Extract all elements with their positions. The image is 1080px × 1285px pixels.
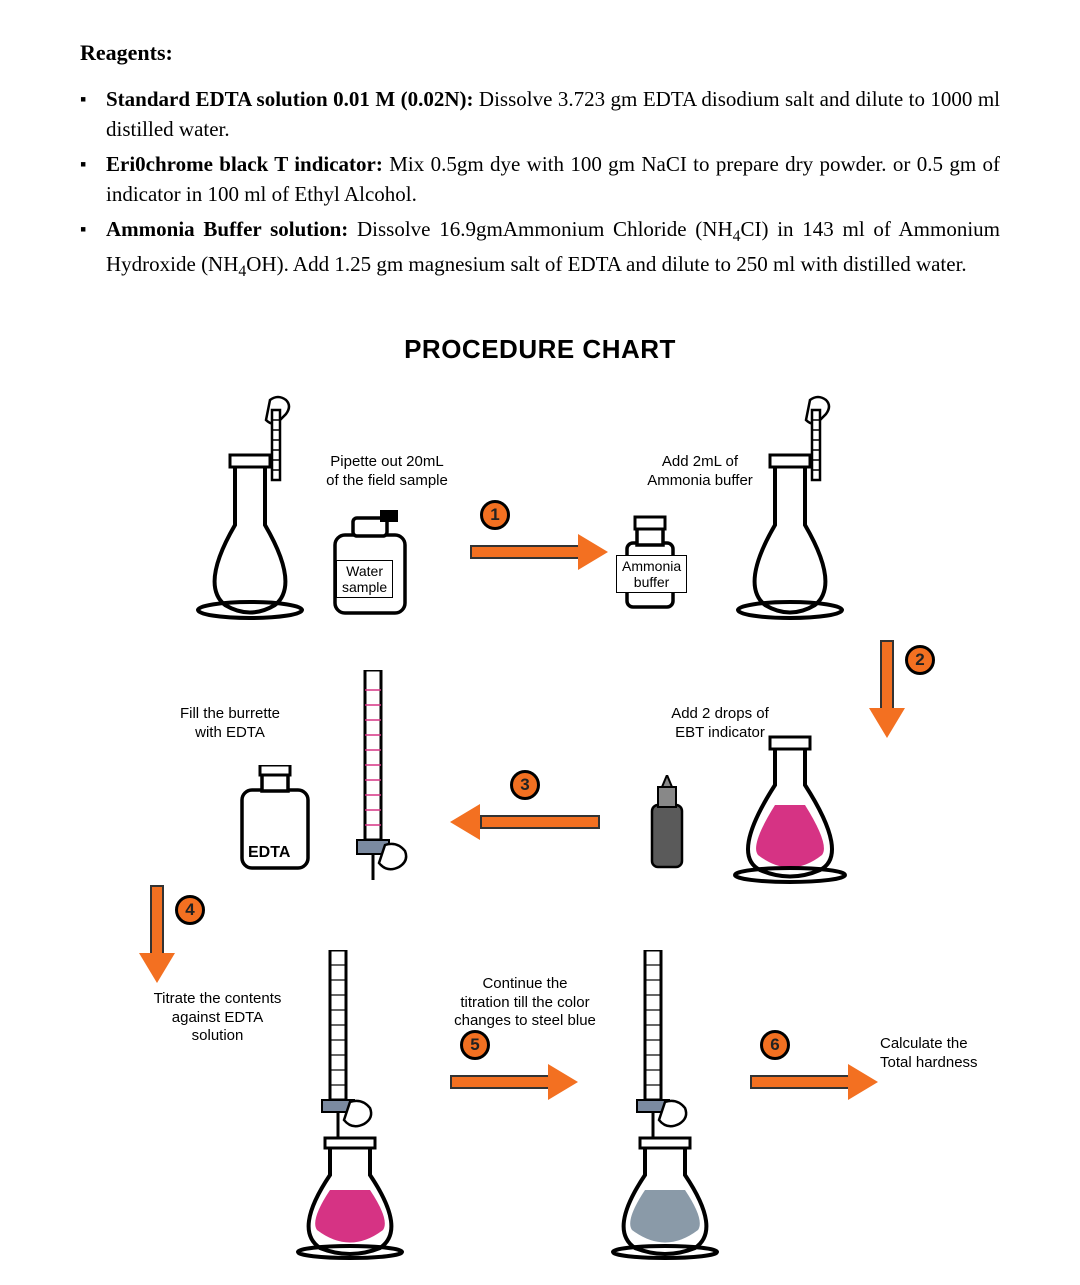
step3-label: Fill the burrettewith EDTA bbox=[160, 705, 300, 743]
flask-pipette-icon bbox=[170, 395, 330, 625]
step-badge-1: 1 bbox=[480, 500, 510, 530]
titration-pink-icon bbox=[275, 950, 425, 1260]
step5-label: Continue thetitration till the colorchan… bbox=[435, 975, 615, 1031]
step-badge-5: 5 bbox=[460, 1030, 490, 1060]
step4-label: Titrate the contentsagainst EDTAsolution bbox=[140, 990, 295, 1046]
reagents-heading: Reagents: bbox=[80, 40, 1000, 66]
step-badge-6: 6 bbox=[760, 1030, 790, 1060]
burette-icon bbox=[335, 670, 425, 900]
water-sample-label: Watersample bbox=[336, 560, 393, 598]
chart-title: PROCEDURE CHART bbox=[80, 334, 1000, 365]
edta-label: EDTA bbox=[248, 843, 290, 863]
reagent-item: Ammonia Buffer solution: Dissolve 16.9gm… bbox=[80, 214, 1000, 284]
procedure-chart: Pipette out 20mLof the field sample Wate… bbox=[80, 395, 1000, 1265]
step-badge-4: 4 bbox=[175, 895, 205, 925]
titration-blue-icon bbox=[590, 950, 740, 1260]
step-badge-2: 2 bbox=[905, 645, 935, 675]
pink-flask-icon bbox=[710, 735, 870, 885]
step1-label: Pipette out 20mLof the field sample bbox=[312, 453, 462, 491]
dropper-bottle-icon bbox=[640, 775, 695, 875]
ammonia-buffer-label: Ammoniabuffer bbox=[616, 555, 687, 593]
flask-pipette-icon bbox=[710, 395, 870, 625]
step-badge-3: 3 bbox=[510, 770, 540, 800]
reagent-item: Eri0chrome black T indicator: Mix 0.5gm … bbox=[80, 149, 1000, 210]
reagent-item: Standard EDTA solution 0.01 M (0.02N): D… bbox=[80, 84, 1000, 145]
step6-label: Calculate theTotal hardness bbox=[880, 1035, 1000, 1073]
reagents-list: Standard EDTA solution 0.01 M (0.02N): D… bbox=[80, 84, 1000, 284]
